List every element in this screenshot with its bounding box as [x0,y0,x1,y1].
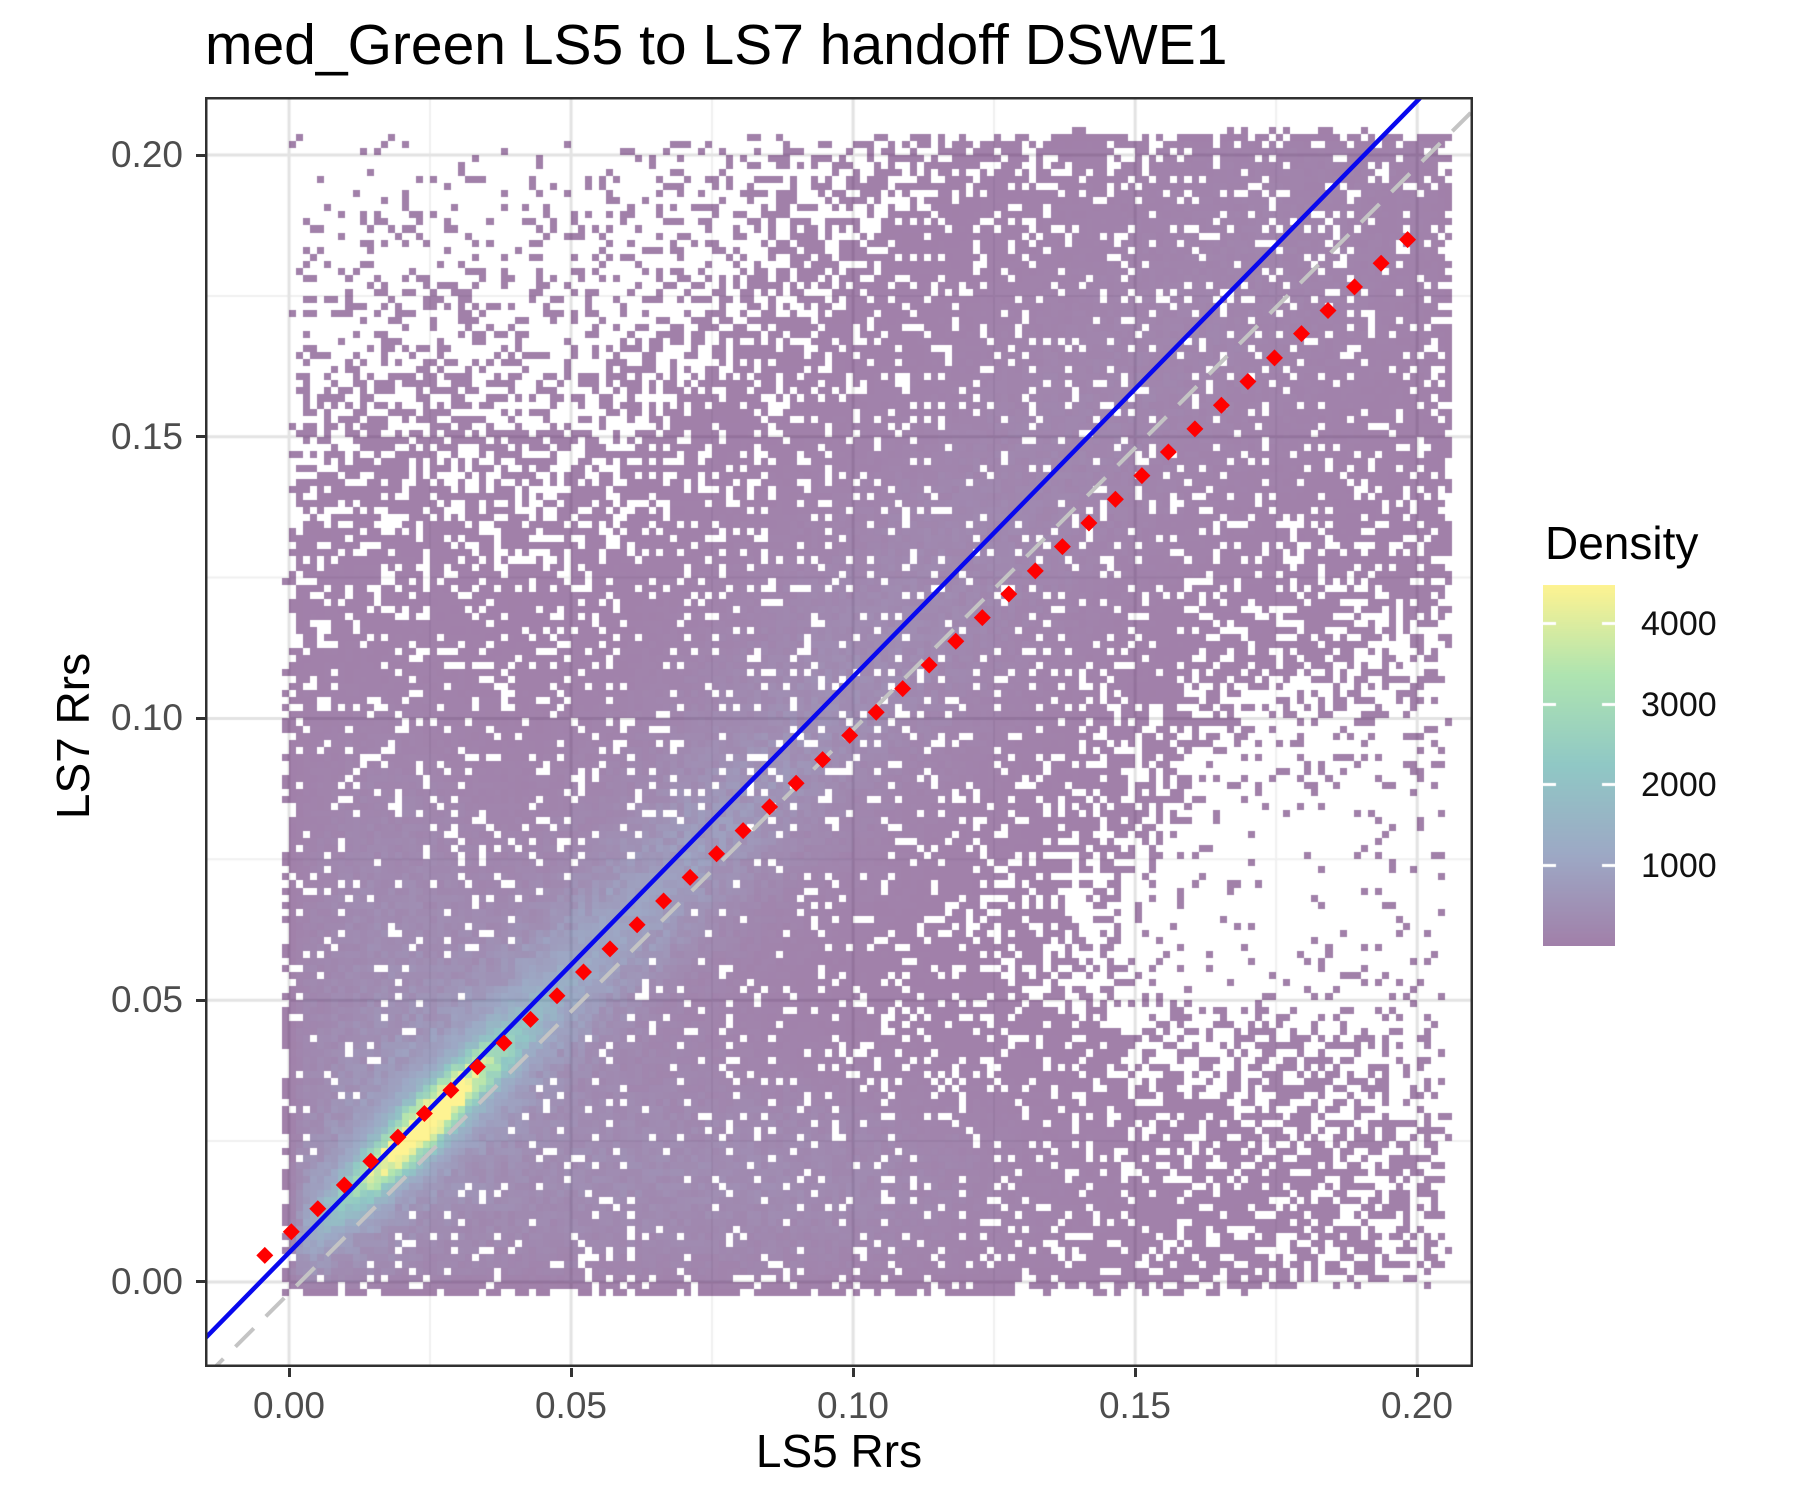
legend-tick-label: 4000 [1641,605,1717,643]
legend-tick-label: 1000 [1641,847,1717,885]
quantile-median-points [256,231,1417,1264]
y-tick-label: 0.00 [110,1261,183,1302]
y-tick-mark [196,154,205,157]
legend-title: Density [1545,517,1699,569]
x-tick-mark [852,1368,855,1377]
x-tick-mark [570,1368,573,1377]
panel-border [205,97,1473,1367]
x-axis-title: LS5 Rrs [755,1425,923,1477]
y-tick-mark [196,999,205,1002]
x-tick-label: 0.10 [816,1385,889,1426]
plot-title: med_Green LS5 to LS7 handoff DSWE1 [205,13,1228,77]
x-tick-mark [1416,1368,1419,1377]
density-heatmap-canvas [205,97,1473,1367]
x-tick-label: 0.00 [252,1385,325,1426]
y-tick-mark [196,435,205,438]
y-tick-label: 0.20 [110,134,183,175]
annotation-layer [205,97,1473,1367]
y-axis-title: LS7 Rrs [47,652,99,820]
x-tick-label: 0.15 [1098,1385,1171,1426]
identity-line [212,109,1473,1367]
x-tick-label: 0.05 [534,1385,607,1426]
fit-line [205,97,1425,1340]
y-tick-label: 0.10 [110,697,183,738]
legend-colorbar [1543,585,1615,946]
x-tick-mark [288,1368,291,1377]
x-tick-mark [1134,1368,1137,1377]
y-tick-label: 0.15 [110,416,183,457]
y-tick-label: 0.05 [110,979,183,1020]
legend-tick-label: 3000 [1641,686,1717,724]
legend-tick-label: 2000 [1641,766,1717,804]
y-tick-mark [196,717,205,720]
x-tick-label: 0.20 [1380,1385,1453,1426]
y-tick-mark [196,1280,205,1283]
